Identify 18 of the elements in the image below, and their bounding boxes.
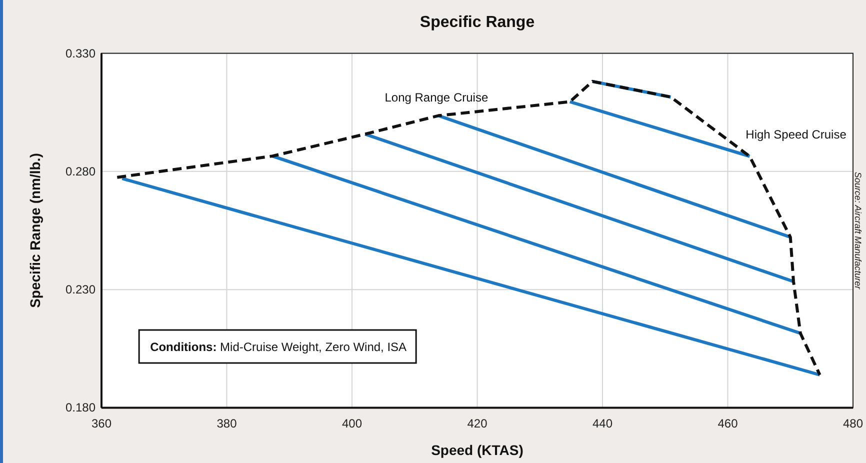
y-tick-label: 0.230 xyxy=(65,282,96,297)
x-tick-label: 380 xyxy=(216,416,238,431)
annotation: High Speed Cruise xyxy=(746,127,847,142)
annotation: Conditions: Mid-Cruise Weight, Zero Wind, ISA xyxy=(150,340,407,354)
y-tick-label: 0.180 xyxy=(65,400,96,415)
y-tick-label: 0.330 xyxy=(65,46,96,60)
x-tick-label: 440 xyxy=(592,416,613,431)
x-tick-label: 420 xyxy=(467,416,488,431)
y-axis-title: Specific Range (nm/lb.) xyxy=(27,153,43,308)
annotation: Long Range Cruise xyxy=(384,90,488,105)
x-axis-title: Speed (KTAS) xyxy=(431,442,524,458)
chart-title: Specific Range xyxy=(420,14,535,31)
x-tick-label: 400 xyxy=(342,416,362,431)
y-tick-label: 0.280 xyxy=(65,164,96,178)
x-tick-label: 460 xyxy=(718,416,738,431)
x-tick-label: 360 xyxy=(91,416,112,431)
annotation: Source: Aircraft Manufacturer xyxy=(853,172,863,290)
x-tick-label: 480 xyxy=(842,416,864,431)
